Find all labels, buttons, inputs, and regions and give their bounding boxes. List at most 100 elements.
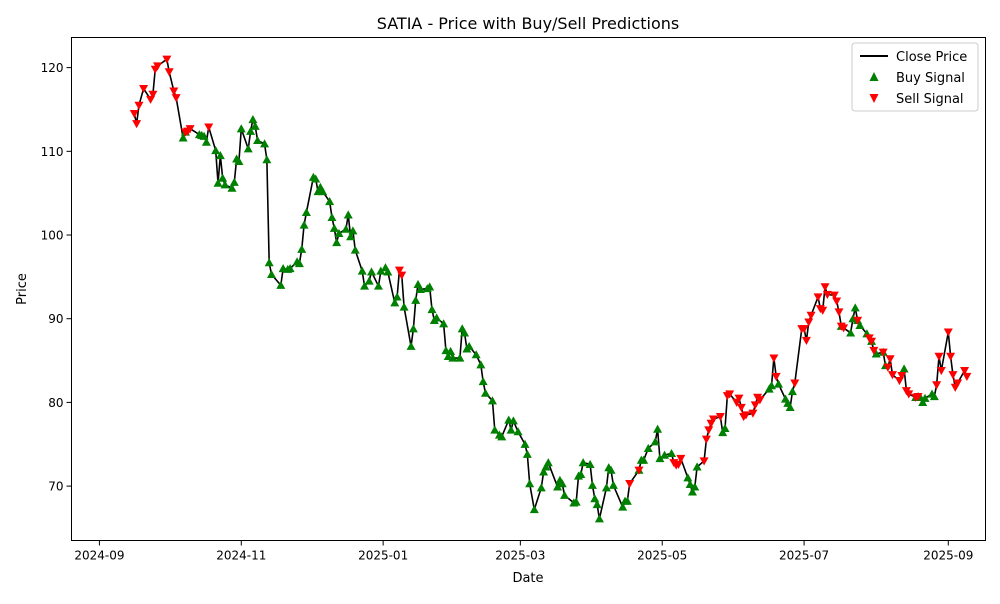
buy-signal-marker [215, 151, 225, 160]
buy-signal-marker [508, 416, 518, 425]
buy-signal-marker [587, 480, 597, 489]
buy-signal-marker [553, 482, 563, 491]
buy-signal-marker [246, 126, 256, 135]
sell-signal-marker [878, 348, 888, 357]
buy-signal-marker [920, 393, 930, 402]
buy-signal-marker [213, 178, 223, 187]
buy-signal-marker [448, 353, 458, 362]
sell-signal-marker [801, 336, 811, 345]
x-tick-label: 2024-09 [74, 549, 124, 563]
buy-signal-marker [218, 173, 228, 182]
sell-signal-marker [734, 394, 744, 403]
sell-signal-marker [960, 367, 970, 376]
buy-signal-marker [918, 397, 928, 407]
sell-signal-marker [394, 266, 404, 275]
buy-signal-marker [478, 376, 488, 386]
buy-signal-marker [787, 387, 797, 396]
sell-signal-marker [913, 392, 923, 402]
buy-signal-marker [639, 455, 649, 464]
buy-signal-marker [460, 328, 470, 337]
buy-signal-marker [871, 349, 881, 358]
buy-signal-marker [250, 121, 260, 130]
buy-signal-marker [541, 462, 551, 471]
buy-signal-marker [464, 341, 474, 350]
buy-signal-marker [367, 267, 377, 276]
x-tick-label: 2025-05 [637, 549, 687, 563]
buy-signal-marker [343, 210, 353, 219]
x-axis: 2024-09 2024-11 2025-01 2025-03 2025-05 2025-… [74, 540, 973, 563]
sell-signal-marker [948, 371, 958, 380]
buy-signal-marker [446, 346, 456, 355]
sell-signal-marker [769, 354, 779, 363]
sell-signal-marker [946, 352, 956, 361]
sell-signal-marker [834, 308, 844, 317]
legend-box [851, 42, 979, 112]
buy-signal-marker [325, 197, 335, 206]
y-axis-label: Price [15, 273, 30, 305]
sell-signal-marker [748, 409, 758, 418]
buy-signal-marker [329, 223, 339, 232]
buy-signal-marker [650, 437, 660, 446]
y-tick-label: 90 [48, 312, 63, 326]
sell-signal-marker [822, 290, 832, 299]
x-tick-label: 2025-03 [495, 549, 545, 563]
sell-signal-marker [129, 110, 139, 119]
buy-signal-marker [667, 448, 677, 458]
legend-sell-label: Sell Signal [896, 92, 964, 107]
legend-buy-marker [869, 72, 879, 81]
buy-signal-marker [608, 480, 618, 489]
buy-signal-marker [643, 443, 653, 453]
buy-signal-marker [399, 302, 409, 311]
buy-signal-marker [522, 449, 532, 458]
buy-signal-marker [227, 183, 237, 192]
buy-signal-marker [294, 258, 304, 268]
x-tick-label: 2025-07 [779, 549, 829, 563]
sell-signal-marker [715, 413, 725, 422]
x-axis-label: Date [512, 571, 543, 586]
y-tick-label: 110 [41, 145, 64, 159]
buy-signal-marker [276, 280, 286, 289]
buy-signal-marker [899, 364, 909, 373]
sell-signal-marker [953, 379, 963, 388]
sell-signal-marker [887, 371, 897, 380]
buy-signal-marker [687, 487, 697, 496]
legend: Close Price Buy Signal Sell Signal [851, 42, 979, 112]
buy-signal-marker [653, 424, 663, 433]
sell-signal-marker [171, 94, 181, 103]
sell-signal-marker [932, 381, 942, 390]
sell-signal-marker [839, 324, 849, 333]
buy-signal-marker [236, 124, 246, 133]
sell-signal-marker [934, 352, 944, 361]
buy-signal-marker [585, 459, 595, 468]
plot-frame [71, 37, 986, 541]
buy-signal-marker [685, 479, 695, 489]
sell-signal-marker [853, 316, 863, 325]
sell-signal-marker [820, 283, 830, 292]
sell-signal-marker [869, 346, 879, 356]
buy-signal-marker [618, 502, 628, 511]
buy-signal-marker [476, 360, 486, 369]
buy-signal-marker [229, 177, 239, 186]
sell-signal-marker [169, 87, 179, 96]
buy-signal-marker [299, 220, 309, 229]
sell-signal-marker [185, 125, 195, 134]
buy-signal-marker [655, 453, 665, 463]
sell-signal-marker [943, 328, 953, 337]
buy-signal-marker [543, 458, 553, 467]
buy-signal-marker [622, 496, 632, 505]
buy-signal-marker [767, 381, 777, 390]
buy-signal-marker [578, 458, 588, 467]
buy-signal-marker [487, 396, 497, 405]
buy-signal-marker [408, 324, 418, 333]
buy-signal-marker [427, 305, 437, 314]
buy-signal-marker [683, 473, 693, 482]
y-tick-label: 70 [48, 480, 63, 494]
buy-signal-marker [415, 284, 425, 294]
buy-signal-marker [660, 450, 670, 459]
sell-signal-marker [153, 62, 163, 71]
sell-signal-marker [813, 293, 823, 302]
buy-signal-marker [692, 462, 702, 471]
buy-signal-marker [525, 479, 535, 488]
buy-signal-marker [360, 281, 370, 290]
